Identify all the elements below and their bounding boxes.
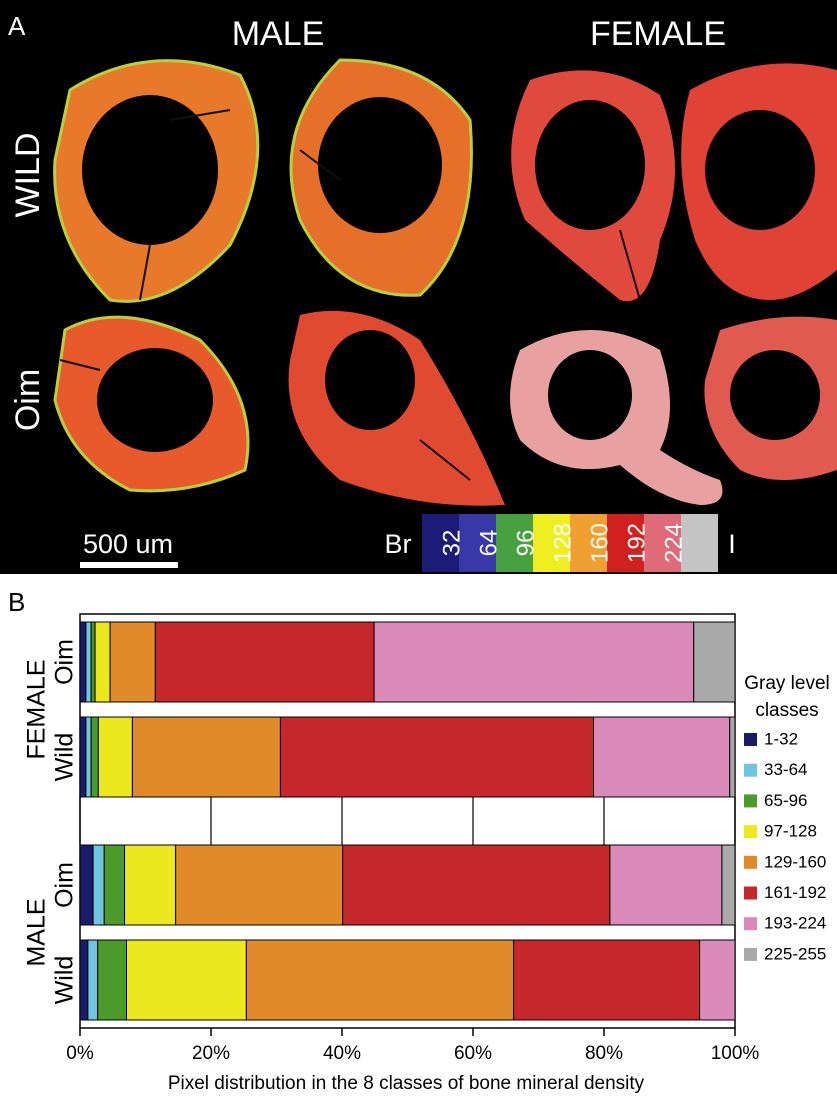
bar-segment xyxy=(80,622,86,702)
bar-segment xyxy=(343,845,610,925)
bar-segment xyxy=(176,845,343,925)
colorbar-label: 32 xyxy=(438,530,465,557)
legend-label: 33-64 xyxy=(764,760,807,779)
colorbar-label: 96 xyxy=(512,530,539,557)
bar-segment xyxy=(88,940,98,1020)
bar-segment xyxy=(125,845,176,925)
colorbar-label: 160 xyxy=(586,523,613,563)
bar-segment xyxy=(91,717,98,797)
x-tick-label: 100% xyxy=(711,1043,760,1064)
colorbar-label: 192 xyxy=(623,523,650,563)
column-label: FEMALE xyxy=(590,15,726,53)
bar-segment xyxy=(155,622,374,702)
y-tick-label: Oim xyxy=(51,639,79,685)
legend-swatch xyxy=(744,764,757,777)
legend-swatch xyxy=(744,887,757,900)
bar-segment xyxy=(98,940,127,1020)
column-label: MALE xyxy=(232,15,325,53)
bar-segment xyxy=(280,717,593,797)
row-label: WILD xyxy=(9,133,47,218)
legend-label: 161-192 xyxy=(764,883,826,902)
panel-label: B xyxy=(8,587,25,617)
bar-segment xyxy=(374,622,694,702)
legend-label: 97-128 xyxy=(764,822,817,841)
row-label: Oim xyxy=(9,369,47,431)
y-tick-label: Oim xyxy=(51,862,79,908)
bar-segment xyxy=(104,845,124,925)
bar-segment xyxy=(80,717,86,797)
group-label: MALE xyxy=(23,898,51,966)
bar-segment xyxy=(91,622,95,702)
bar-segment xyxy=(110,622,155,702)
x-tick-label: 40% xyxy=(323,1043,361,1064)
legend-label: 225-255 xyxy=(764,944,826,963)
legend-swatch xyxy=(744,917,757,930)
y-tick-label: Wild xyxy=(51,956,79,1005)
x-tick-label: 0% xyxy=(66,1043,94,1064)
legend-swatch xyxy=(744,825,757,838)
colorbar-label: 224 xyxy=(660,523,687,563)
scale-bar-label: 500 um xyxy=(83,529,173,559)
bar-segment xyxy=(514,940,700,1020)
legend-label: 1-32 xyxy=(764,729,798,748)
colorbar-label: 64 xyxy=(475,530,502,557)
legend-swatch xyxy=(744,733,757,746)
bar-segment xyxy=(610,845,722,925)
bar-segment xyxy=(86,622,91,702)
x-tick-label: 80% xyxy=(585,1043,623,1064)
bar-segment xyxy=(700,940,735,1020)
figure: A MALE FEMALE WILD Oim 500 um Br 32 64 96 128 160 19… xyxy=(0,0,837,1099)
legend-label: 193-224 xyxy=(764,914,826,933)
bar-segment xyxy=(722,845,735,925)
colorbar-end: I xyxy=(728,529,736,559)
bar-segment xyxy=(86,717,91,797)
scale-bar xyxy=(80,562,178,568)
legend-swatch xyxy=(744,856,757,869)
legend-swatch xyxy=(744,794,757,807)
legend-title: Gray level classes xyxy=(737,670,837,724)
group-label: FEMALE xyxy=(23,659,51,759)
bar-segment xyxy=(95,622,110,702)
bar-segment xyxy=(132,717,280,797)
bar-segment xyxy=(694,622,735,702)
colorbar-label: 128 xyxy=(549,523,576,563)
bar-segment xyxy=(127,940,247,1020)
bar-segment xyxy=(80,940,88,1020)
y-tick-label: Wild xyxy=(51,733,79,782)
bar-segment xyxy=(93,845,104,925)
legend-label: 129-160 xyxy=(764,852,826,871)
bar-segment xyxy=(246,940,513,1020)
bar-segment xyxy=(594,717,730,797)
bar-segment xyxy=(80,845,93,925)
x-tick-label: 20% xyxy=(192,1043,230,1064)
legend-label: 65-96 xyxy=(764,791,807,810)
figure-canvas: A MALE FEMALE WILD Oim 500 um Br 32 64 96 128 160 19… xyxy=(0,0,837,1099)
bar-segment xyxy=(98,717,132,797)
colorbar-start: Br xyxy=(385,529,412,559)
x-tick-label: 60% xyxy=(454,1043,492,1064)
panel-label: A xyxy=(8,11,26,41)
legend-swatch xyxy=(744,948,757,961)
bar-segment xyxy=(730,717,735,797)
x-axis-label: Pixel distribution in the 8 classes of b… xyxy=(168,1073,645,1094)
